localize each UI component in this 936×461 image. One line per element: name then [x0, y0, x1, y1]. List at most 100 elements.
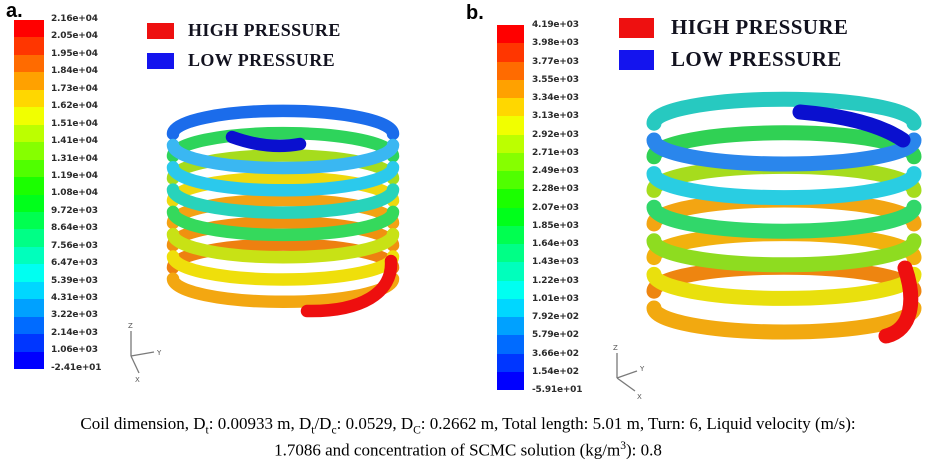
colorbar-tick-label: 1.95e+04: [51, 48, 98, 59]
colorbar-band: [497, 353, 524, 372]
axis-triad-label-x: X: [637, 393, 642, 401]
colorbar-tick-label: 4.19e+03: [532, 20, 579, 30]
colorbar-band: [14, 246, 44, 265]
colorbar-tick-label: 2.49e+03: [532, 166, 579, 176]
colorbar-tick-label: 1.64e+03: [532, 239, 579, 249]
caption-segment: /D: [314, 414, 332, 433]
axis-triad-x-axis: [130, 355, 140, 374]
caption-segment: : 0.0529, D: [336, 414, 414, 433]
coil-visualization-b: Z Y X: [613, 91, 922, 401]
coil-turn-back-arc: [166, 193, 400, 230]
colorbar-tick-label: 1.08e+04: [51, 188, 98, 199]
colorbar-tick-label: 8.64e+03: [51, 223, 98, 234]
coil-turn-front-arc: [646, 199, 922, 239]
colorbar-band: [497, 116, 524, 135]
coil-turn-front-arc: [166, 250, 400, 286]
colorbar-tick-label: 2.16e+04: [51, 14, 98, 24]
high-pressure-inlet-end: [300, 254, 398, 318]
colorbar-band: [14, 159, 44, 178]
colorbar-tick-label: 4.31e+03: [51, 293, 98, 303]
coil-turn-front-arc: [166, 161, 400, 197]
low-pressure-outlet-end: [225, 130, 307, 153]
colorbar-band: [14, 211, 44, 230]
colorbar-band: [14, 89, 44, 108]
panel-a: a. 2.16e+04 2.05e+04 1.95e+04 1.84e+04 1.73e…: [0, 0, 460, 405]
high-pressure-inlet-end: [878, 260, 919, 344]
legend-label: HIGH PRESSURE: [188, 20, 341, 40]
colorbar-tick-label: 3.77e+03: [532, 56, 579, 67]
colorbar-band: [497, 335, 524, 354]
colorbar-band: [14, 334, 44, 352]
colorbar-tick-label: -2.41e+01: [51, 362, 102, 373]
legend-swatch-low-pressure: [147, 52, 174, 69]
pressure-legend-a: HIGH PRESSURE LOW PRESSURE: [147, 20, 341, 71]
caption-segment: t: [205, 423, 209, 437]
colorbar-band: [14, 281, 44, 300]
colorbar-tick-label: 1.51e+04: [51, 118, 98, 129]
colorbar-tick-label: -5.91e+01: [532, 385, 583, 395]
coil-turn-front-arc: [166, 183, 400, 219]
colorbar-band: [497, 43, 524, 62]
colorbar-tick-label: 1.31e+04: [51, 153, 98, 164]
colorbar-tick-label: 1.22e+03: [532, 275, 579, 286]
axis-triad-label-z: Z: [613, 344, 618, 352]
coil-turn-front-arc: [646, 132, 922, 172]
colorbar-tick-label: 2.14e+03: [51, 327, 98, 338]
legend-item-high-pressure: HIGH PRESSURE: [147, 20, 341, 41]
colorbar-tick-label: 2.71e+03: [532, 147, 579, 158]
colorbar-band: [497, 244, 524, 263]
coil-turn-back-arc: [166, 149, 400, 185]
coil-turn-front-arc: [646, 266, 922, 306]
coil-turn-front-arc: [646, 166, 922, 206]
caption-segment: t: [311, 423, 315, 437]
legend-label: LOW PRESSURE: [671, 47, 842, 71]
legend-label: LOW PRESSURE: [188, 50, 336, 70]
caption-segment: 3: [620, 438, 626, 452]
colorbar-tick-label: 1.62e+04: [51, 101, 98, 112]
coil-turn-back-arc: [166, 238, 400, 274]
coil-turn-back-arc: [166, 126, 400, 163]
colorbar-band: [14, 264, 44, 282]
panel-label-a: a.: [6, 0, 23, 22]
colorbar-band: [14, 351, 44, 370]
panel-label-b: b.: [466, 2, 484, 24]
colorbar-band: [497, 371, 524, 390]
coil-visualization-a: Z Y X: [128, 104, 400, 384]
coil-turn-back-arc: [166, 171, 400, 207]
colorbar-tick-label: 1.54e+02: [532, 366, 579, 377]
colorbar-band: [14, 20, 44, 38]
axis-triad-label-y: Y: [156, 349, 162, 357]
colorbar-band: [497, 262, 524, 281]
colorbar-band: [497, 298, 524, 317]
legend-swatch-high-pressure: [147, 22, 174, 39]
colorbar-band: [497, 207, 524, 226]
colorbar-band: [497, 225, 524, 244]
colorbar-tick-label: 2.07e+03: [532, 202, 579, 213]
colorbar-band: [497, 25, 524, 44]
colorbar-tick-label: 7.92e+02: [532, 312, 579, 322]
axis-triad-label-x: X: [135, 376, 140, 384]
colorbar-band: [14, 72, 44, 90]
caption-segment: c: [331, 423, 337, 437]
colorbar-band: [14, 177, 44, 195]
coil-turn-front-arc: [646, 233, 922, 273]
coil-turn-front-arc: [166, 138, 400, 175]
coil-turn-front-arc: [166, 205, 400, 242]
colorbar-tick-label: 1.01e+03: [532, 293, 579, 304]
legend-swatch-low-pressure: [619, 49, 654, 70]
colorbar-tick-label: 2.05e+04: [51, 31, 98, 42]
colorbar-tick-label: 2.28e+03: [532, 184, 579, 195]
colorbar-tick-label: 1.19e+04: [51, 170, 98, 181]
caption-segment: Coil dimension, D: [80, 414, 206, 433]
panel-b: b. 4.19e+03 3.98e+03 3.77e+03 3.55e+03 3.34e…: [460, 0, 936, 405]
colorbar-labels-a: 2.16e+04 2.05e+04 1.95e+04 1.84e+04 1.73e+04…: [51, 11, 102, 377]
caption-segment: : 0.2662 m, Total length: 5.01 m, Turn: …: [274, 414, 856, 460]
colorbar-tick-label: 5.39e+03: [51, 275, 98, 286]
colorbar-tick-label: 3.98e+03: [532, 38, 579, 49]
axis-triad-x-axis: [616, 377, 636, 392]
legend-item-high-pressure: HIGH PRESSURE: [619, 15, 848, 40]
low-pressure-outlet-end: [792, 104, 911, 148]
colorbar-band: [14, 194, 44, 212]
axis-triad-y-axis: [616, 370, 638, 379]
